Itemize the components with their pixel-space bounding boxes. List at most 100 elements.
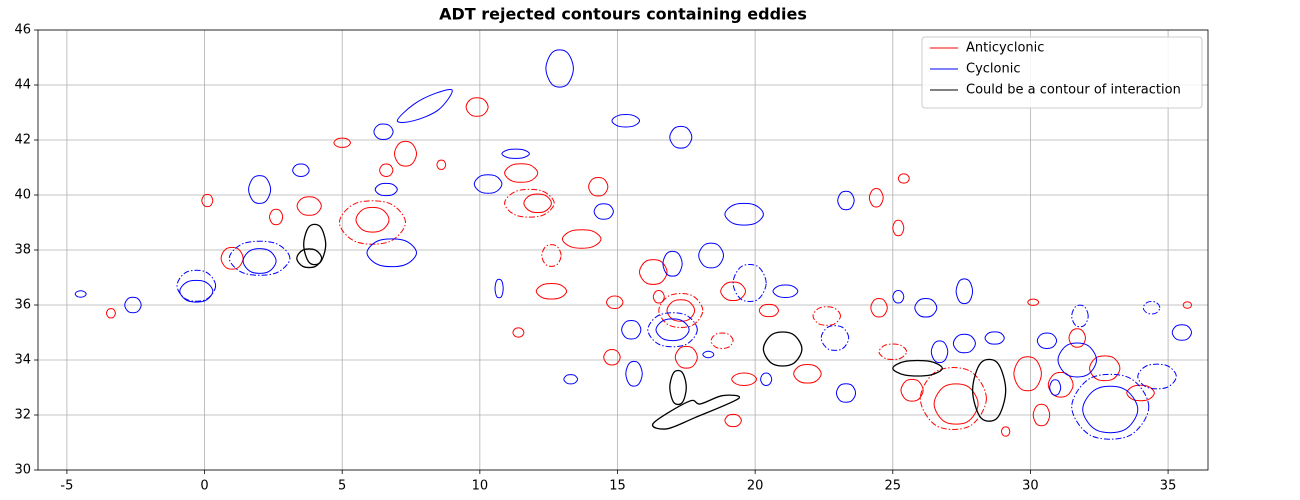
eddy-contour <box>176 269 217 302</box>
eddy-contour <box>930 340 949 364</box>
eddy-contour <box>593 203 614 220</box>
eddy-contour <box>760 372 773 386</box>
eddy-contour <box>955 278 974 305</box>
eddy-contour <box>720 281 747 302</box>
legend-label: Cyclonic <box>966 62 1020 77</box>
eddy-contour <box>655 318 690 342</box>
eddy-contour <box>296 248 323 269</box>
eddy-contour <box>1089 355 1121 382</box>
eddy-contour <box>393 140 418 167</box>
eddy-contour <box>501 148 530 159</box>
eddy-contour <box>545 49 574 88</box>
eddy-contour <box>651 394 741 430</box>
eddy-contour <box>105 308 116 319</box>
x-tick-label: 25 <box>885 479 902 494</box>
eddy-contour <box>338 200 407 245</box>
y-tick-label: 36 <box>14 298 31 313</box>
eddy-contour <box>1071 304 1089 328</box>
x-tick-label: 5 <box>338 479 346 494</box>
eddy-contour <box>835 383 857 403</box>
eddy-contour <box>535 283 568 300</box>
eddy-contour <box>1171 324 1193 341</box>
eddy-contour <box>984 331 1005 345</box>
eddy-contour <box>396 88 453 123</box>
eddy-contour <box>892 359 943 377</box>
eddy-contour <box>647 312 698 348</box>
x-tick-label: 15 <box>609 479 626 494</box>
eddy-contour <box>1027 298 1040 306</box>
eddy-contour <box>512 327 525 338</box>
eddy-contour <box>952 333 976 354</box>
eddy-contour <box>793 363 822 384</box>
legend-label: Could be a contour of interaction <box>966 83 1181 98</box>
eddy-contour <box>812 306 842 326</box>
eddy-contour <box>1047 371 1074 398</box>
eddy-contour <box>268 208 284 226</box>
y-tick-label: 44 <box>14 78 31 93</box>
y-tick-label: 30 <box>14 463 31 478</box>
eddy-contour <box>674 345 698 369</box>
eddy-contour <box>837 190 855 211</box>
eddy-contour <box>971 358 1007 422</box>
eddy-contour <box>179 279 214 303</box>
eddy-contour <box>333 137 352 148</box>
eddy-contour <box>1049 379 1062 396</box>
eddy-contour <box>820 325 850 351</box>
eddy-contour <box>603 349 621 366</box>
x-tick-label: 35 <box>1160 479 1177 494</box>
eddy-contour <box>919 367 987 430</box>
eddy-contour <box>611 114 641 128</box>
eddy-contour <box>702 350 715 359</box>
eddy-contour <box>296 196 322 216</box>
eddy-contour <box>1000 426 1011 437</box>
eddy-contour <box>731 372 758 386</box>
eddy-contour <box>724 413 742 428</box>
eddy-contour <box>772 284 799 298</box>
legend: Anticyclonic Cyclonic Could be a contour o… <box>921 36 1203 109</box>
eddy-contour <box>1068 328 1087 348</box>
eddy-contour <box>523 193 552 214</box>
eddy-contour <box>758 303 780 318</box>
eddy-contour <box>465 97 489 117</box>
eddy-contour <box>242 248 277 274</box>
contours-layer <box>74 49 1193 440</box>
eddy-contour <box>1082 385 1139 434</box>
y-tick-label: 32 <box>14 408 31 423</box>
eddy-contour <box>228 240 291 276</box>
y-tick-label: 40 <box>14 188 31 203</box>
eddy-contour <box>897 173 910 184</box>
y-tick-label: 46 <box>14 23 31 38</box>
eddy-contour <box>652 290 665 304</box>
eddy-contour <box>74 290 87 298</box>
legend-box <box>921 36 1203 109</box>
eddy-contour <box>504 188 555 218</box>
eddy-contour <box>1182 301 1193 309</box>
eddy-contour <box>892 290 905 304</box>
eddy-contour <box>561 229 602 249</box>
eddy-contour <box>605 295 624 309</box>
eddy-contour <box>933 383 979 425</box>
eddy-contour <box>220 246 244 270</box>
eddy-contour <box>914 297 938 318</box>
eddy-contour <box>892 219 905 237</box>
eddy-contour <box>878 343 908 360</box>
eddy-contour <box>1126 384 1155 402</box>
eddy-contour <box>563 374 579 385</box>
eddy-contour <box>201 193 214 208</box>
eddy-contour <box>1142 301 1161 315</box>
x-tick-label: 20 <box>747 479 764 494</box>
eddy-contour <box>1137 363 1177 390</box>
eddy-contour <box>621 319 642 340</box>
eddy-contour <box>541 244 562 267</box>
eddy-contour <box>124 296 142 314</box>
eddy-contour <box>494 278 504 299</box>
y-tick-label: 42 <box>14 133 31 148</box>
eddy-contour <box>374 182 398 197</box>
eddy-contour <box>724 202 764 226</box>
eddy-contour <box>292 163 310 177</box>
y-tick-label: 38 <box>14 243 31 258</box>
eddy-contour <box>436 159 447 170</box>
eddy-contour <box>1071 373 1150 440</box>
